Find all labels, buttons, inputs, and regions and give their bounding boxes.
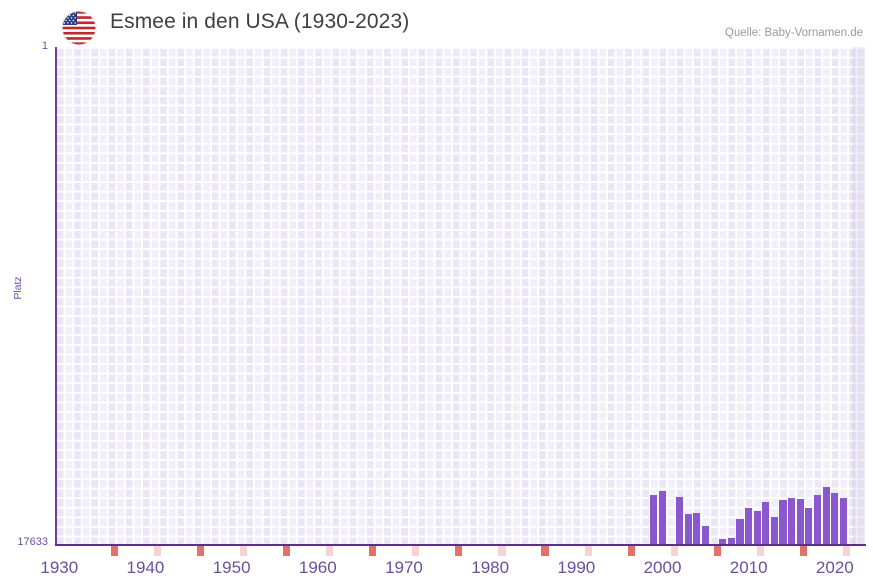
x-axis-label: 1960 — [298, 558, 337, 577]
bar — [779, 500, 787, 545]
x-axis-tick — [670, 546, 678, 556]
bar — [701, 526, 710, 545]
bar — [762, 502, 770, 545]
bar — [770, 517, 779, 545]
bar — [805, 508, 813, 545]
bar — [822, 487, 830, 545]
bar — [744, 508, 753, 545]
y-axis-title: Platz — [12, 276, 24, 300]
x-axis-tick — [541, 546, 549, 556]
bar — [831, 493, 839, 545]
bar — [658, 491, 666, 545]
x-axis-line — [55, 544, 866, 546]
x-axis-label: 1980 — [471, 558, 510, 577]
chart-header: Esmee in den USA (1930-2023) Quelle: Bab… — [0, 0, 873, 47]
x-axis-tick — [713, 546, 721, 556]
x-axis-ticks — [55, 546, 865, 556]
bar — [676, 497, 684, 545]
bar — [796, 499, 804, 545]
x-axis-label: 2010 — [729, 558, 768, 577]
bar — [684, 514, 692, 545]
x-axis-label: 1930 — [40, 558, 79, 577]
x-axis-label: 1970 — [385, 558, 423, 577]
bar — [839, 498, 847, 545]
x-axis-tick — [369, 546, 377, 556]
bar — [650, 495, 658, 545]
x-axis-label: 1990 — [557, 558, 596, 577]
x-axis-tick — [627, 546, 635, 556]
grid-lines — [55, 47, 865, 545]
x-axis-tick — [282, 546, 291, 556]
bar — [727, 538, 735, 545]
x-axis-label: 2020 — [815, 558, 854, 577]
x-axis-tick — [498, 546, 506, 556]
plot-area — [55, 47, 865, 545]
y-axis-bottom-label: 17633 — [17, 536, 48, 548]
x-axis-labels: 1930 1940 1950 1960 1970 1980 1990 2000 2010 2020 — [0, 558, 873, 582]
x-axis-tick — [412, 546, 420, 556]
bar — [693, 513, 701, 545]
source-attribution: Quelle: Baby-Vornamen.de — [724, 27, 863, 39]
x-axis-tick — [196, 546, 204, 556]
x-axis-label: 1950 — [212, 558, 251, 577]
bar — [813, 495, 822, 545]
page-title: Esmee in den USA (1930-2023) — [110, 10, 410, 33]
x-axis-tick — [326, 546, 334, 556]
x-axis-tick — [756, 546, 765, 556]
us-flag-icon — [62, 11, 96, 45]
x-axis-tick — [843, 546, 851, 556]
x-axis-tick — [584, 546, 592, 556]
bar-series — [55, 47, 865, 545]
x-axis-tick — [110, 546, 118, 556]
no-data-shaded-region — [852, 47, 865, 545]
bar — [753, 511, 761, 545]
y-axis-top-label: 1 — [41, 40, 48, 52]
x-axis-label: 1940 — [126, 558, 165, 577]
x-axis-tick — [455, 546, 463, 556]
bar — [736, 519, 744, 545]
bar — [788, 498, 796, 545]
y-axis-line — [55, 47, 57, 545]
x-axis-label: 2000 — [643, 558, 682, 577]
x-axis-tick — [153, 546, 161, 556]
x-axis-tick — [239, 546, 248, 556]
bar — [719, 539, 727, 545]
x-axis-tick — [799, 546, 808, 556]
